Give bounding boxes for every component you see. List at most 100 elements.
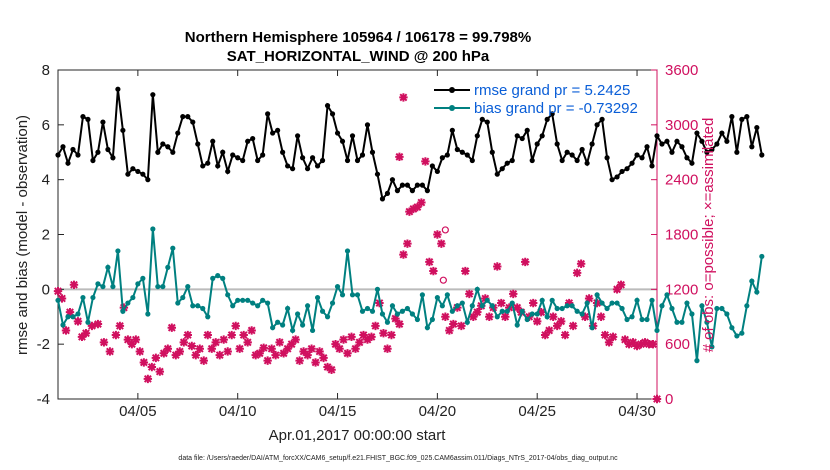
obs-assimilated-marker	[119, 303, 129, 312]
bias-point	[734, 333, 740, 339]
obs-assimilated-marker	[513, 303, 522, 312]
rmse-point	[295, 133, 301, 139]
obs-assimilated-marker	[339, 335, 348, 344]
rmse-point	[80, 114, 86, 120]
rmse-point	[714, 141, 720, 147]
obs-assimilated-marker	[255, 349, 264, 358]
bias-point	[295, 311, 301, 317]
rmse-point	[524, 127, 530, 133]
rmse-point	[275, 127, 281, 133]
obs-assimilated-marker	[69, 280, 79, 289]
rmse-point	[314, 163, 321, 169]
obs-assimilated-marker	[223, 347, 232, 356]
chart-title-line2: SAT_HORIZONTAL_WIND @ 200 hPa	[227, 48, 490, 65]
obs-assimilated-marker	[307, 344, 316, 353]
rmse-point	[734, 149, 740, 155]
bias-point	[589, 325, 595, 331]
bias-point	[509, 300, 515, 306]
rmse-point	[215, 163, 221, 169]
rmse-point	[474, 133, 480, 139]
rmse-point	[220, 149, 226, 155]
obs-assimilated-marker	[123, 335, 133, 344]
rmse-point	[394, 188, 401, 194]
obs-assimilated-marker	[572, 268, 582, 278]
rmse-point	[464, 152, 470, 158]
x-tick-label: 04/25	[518, 403, 556, 420]
obs-assimilated-marker	[409, 204, 418, 214]
rmse-point	[210, 138, 216, 144]
obs-assimilated-marker	[319, 353, 328, 363]
rmse-point	[419, 182, 425, 188]
obs-assimilated-marker	[608, 332, 618, 342]
bias-point	[439, 303, 445, 309]
bias-point	[115, 248, 121, 254]
rmse-point	[744, 114, 750, 120]
rmse-point	[459, 149, 465, 155]
rmse-point	[60, 144, 66, 150]
bias-point	[599, 300, 605, 306]
obs-assimilated-marker	[596, 312, 606, 321]
obs-assimilated-marker	[632, 341, 642, 351]
rmse-point	[564, 149, 570, 155]
bias-point	[744, 303, 750, 309]
rmse-point	[255, 157, 261, 164]
bias-point	[459, 300, 465, 306]
bias-point	[205, 314, 211, 320]
bias-point	[210, 275, 216, 281]
rmse-point	[689, 160, 695, 166]
obs-assimilated-marker	[403, 239, 412, 248]
bias-point	[704, 319, 710, 325]
obs-assimilated-marker	[612, 285, 622, 294]
obs-assimilated-marker	[509, 289, 518, 299]
bias-point	[564, 303, 570, 309]
rmse-point	[160, 141, 166, 147]
rmse-point	[484, 119, 490, 125]
bias-point	[729, 325, 735, 331]
obs-assimilated-marker	[179, 338, 188, 347]
bias-point	[724, 311, 730, 317]
rmse-point	[324, 103, 331, 109]
bias-point	[569, 303, 575, 309]
rmse-point	[90, 157, 96, 164]
rmse-point	[499, 166, 505, 172]
bias-point	[160, 283, 166, 290]
obs-assimilated-marker	[387, 330, 396, 340]
rmse-point	[75, 152, 81, 158]
bias-point	[739, 330, 745, 336]
obs-assimilated-marker	[111, 330, 121, 340]
obs-assimilated-marker	[457, 321, 466, 331]
bias-point	[275, 319, 281, 325]
y-right-tick-label: 3600	[665, 62, 698, 79]
bias-point	[334, 283, 341, 290]
obs-assimilated-marker	[239, 330, 248, 340]
rmse-point	[309, 155, 316, 161]
bias-point	[339, 292, 346, 298]
bias-point	[389, 303, 396, 309]
rmse-point	[639, 155, 645, 161]
bias-point	[95, 281, 101, 287]
bias-point	[689, 311, 695, 317]
obs-assimilated-marker	[449, 319, 458, 329]
rmse-point	[529, 157, 535, 164]
rmse-point	[130, 166, 136, 172]
obs-assimilated-marker	[604, 338, 614, 347]
obs-assimilated-marker	[283, 344, 292, 353]
bias-point	[100, 283, 106, 290]
rmse-point	[399, 182, 406, 188]
rmse-point	[624, 166, 630, 172]
obs-assimilated-marker	[267, 344, 276, 353]
bias-point	[225, 292, 231, 298]
bias-point	[669, 305, 675, 312]
bias-point	[110, 283, 116, 290]
legend-label-bias: bias grand pr = -0.73292	[474, 100, 638, 117]
obs-assimilated-marker	[383, 344, 392, 353]
bias-point	[534, 311, 540, 317]
rmse-line	[57, 89, 763, 201]
bias-point	[714, 305, 720, 312]
bias-point	[504, 308, 510, 314]
obs-assimilated-marker	[584, 294, 594, 303]
bias-point	[654, 327, 660, 334]
bias-point	[270, 325, 276, 331]
bias-point	[409, 311, 416, 317]
plot-area: 04/05 04/10 04/15 04/20 04/25 04/30 8 6 4 2 0 -2 -4 3…	[37, 62, 765, 420]
